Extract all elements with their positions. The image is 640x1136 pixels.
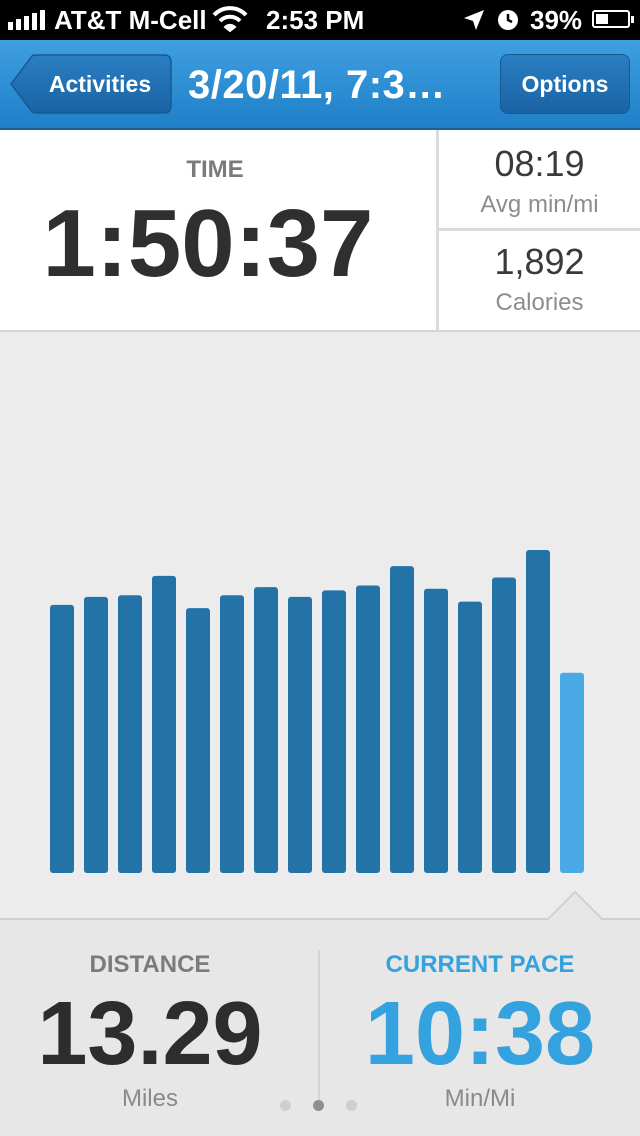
mile-pace-bar[interactable] [322,590,346,873]
status-time: 2:53 PM [266,5,365,35]
pace-chart[interactable] [0,332,640,920]
mile-pace-bar[interactable] [118,595,142,873]
mile-pace-bar[interactable] [424,588,448,873]
activities-back-button[interactable]: Activities [10,54,172,114]
calories-label: Calories [495,289,584,316]
mile-pace-bar[interactable] [390,566,414,873]
back-button-label: Activities [48,70,152,97]
current-pace-label: CURRENT PACE [385,951,575,978]
current-pace-unit: Min/Mi [444,1085,516,1112]
alarm-clock-icon [496,8,520,39]
mile-pace-bar[interactable] [356,585,380,873]
wifi-icon [212,6,248,39]
distance-value: 13.29 [37,984,263,1084]
avg-pace-value: 08:19 [494,143,585,184]
page-dot[interactable] [280,1100,291,1111]
current-pace-value: 10:38 [364,984,596,1084]
mile-pace-bar[interactable] [492,577,516,873]
mile-pace-bar[interactable] [152,575,176,873]
mile-pace-bar[interactable] [458,601,482,873]
stats-divider [436,130,439,330]
distance-metric: DISTANCE 13.29 Miles [0,950,300,1114]
time-value: 1:50:37 [42,190,374,297]
status-bar: AT&T M-Cell 2:53 PM 39% [0,0,640,40]
avg-pace-stat: 08:19 Avg min/mi [439,144,640,220]
bottom-metrics-panel[interactable]: DISTANCE 13.29 Miles CURRENT PACE 10:38 … [0,918,640,1136]
summary-stats: TIME 1:50:37 08:19 Avg min/mi 1,892 Calo… [0,130,640,332]
mile-pace-bar[interactable] [220,595,244,873]
options-button[interactable]: Options [500,54,630,114]
battery-percentage: 39% [530,5,583,35]
page-dot[interactable] [313,1100,324,1111]
signal-strength-icon [8,10,45,30]
avg-pace-label: Avg min/mi [480,191,599,218]
current-pace-metric: CURRENT PACE 10:38 Min/Mi [330,950,630,1114]
back-button-shape [10,54,172,114]
mile-pace-bar[interactable] [50,604,74,873]
pace-bar-chart [50,550,584,873]
current-mile-bar[interactable] [560,672,584,873]
location-arrow-icon [462,8,486,39]
mile-pace-bar[interactable] [254,587,278,873]
selected-bar-pointer [548,890,602,920]
activity-title: 3/20/11, 7:3… [188,63,446,107]
carrier-name: AT&T M-Cell [54,5,207,35]
distance-unit: Miles [121,1085,178,1112]
mile-pace-bar[interactable] [84,596,108,873]
page-indicator[interactable] [280,1100,357,1111]
distance-label: DISTANCE [89,951,211,978]
mile-pace-bar[interactable] [288,596,312,873]
calories-value: 1,892 [494,241,585,282]
mile-pace-bar[interactable] [526,550,550,873]
mile-pace-bar[interactable] [186,608,210,873]
time-label: TIME [186,156,244,183]
battery-icon [592,10,634,28]
nav-bar: Activities 3/20/11, 7:3… Options [0,40,640,130]
stats-divider-horizontal [439,228,640,231]
time-panel: TIME 1:50:37 [0,130,436,330]
calories-stat: 1,892 Calories [439,242,640,318]
page-dot[interactable] [346,1100,357,1111]
metrics-divider [318,950,320,1110]
